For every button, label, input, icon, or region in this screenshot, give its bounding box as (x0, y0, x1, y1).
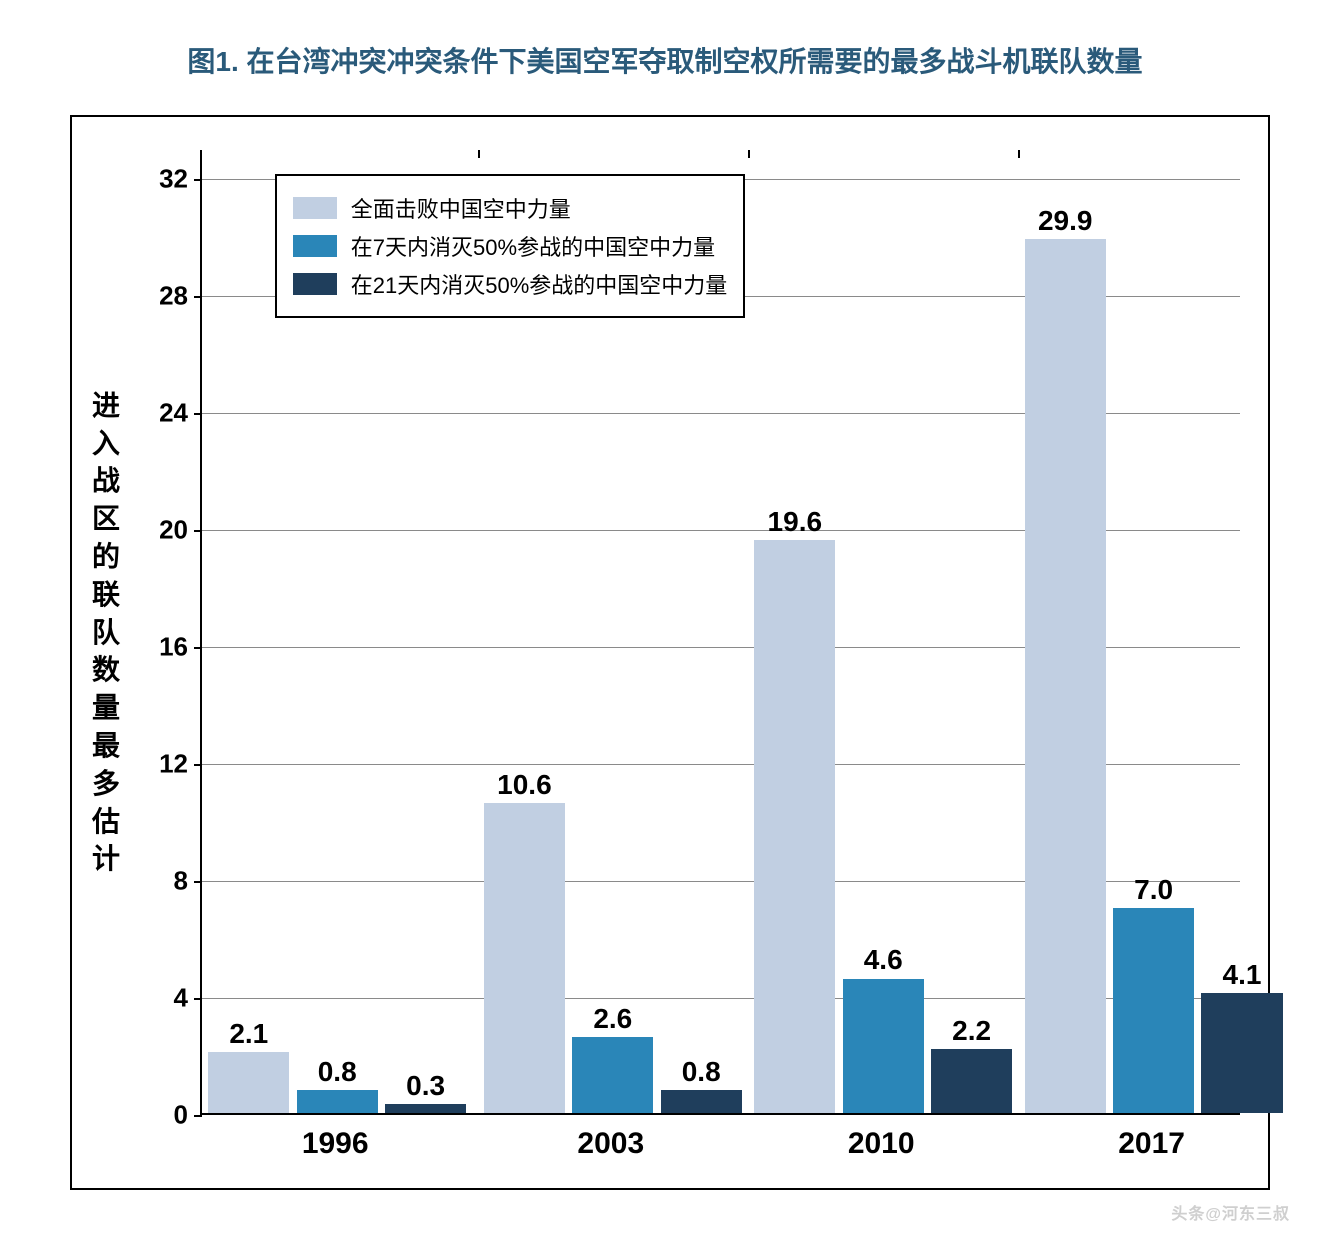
watermark: 头条@河东三叔 (1171, 1200, 1290, 1224)
y-axis-label: 进入战区的联队数量最多估计 (90, 387, 122, 878)
bar-value-label: 19.6 (768, 506, 823, 542)
bar (754, 540, 835, 1113)
ytick-mark (194, 881, 202, 883)
ytick-mark (194, 530, 202, 532)
bar-value-label: 4.1 (1223, 959, 1262, 995)
legend-label: 全面击败中国空中力量 (351, 192, 571, 224)
chart-plot-area: 2.110.619.629.90.82.64.67.00.30.82.24.1全… (200, 150, 1240, 1115)
bar (297, 1090, 378, 1113)
ytick-mark (194, 998, 202, 1000)
ytick-mark (194, 413, 202, 415)
bar-value-label: 7.0 (1134, 874, 1173, 910)
ytick-mark (194, 764, 202, 766)
xtick-mark (748, 150, 750, 158)
bar-value-label: 10.6 (497, 769, 552, 805)
bar-value-label: 2.1 (229, 1018, 268, 1054)
ytick-mark (194, 179, 202, 181)
ytick-label: 8 (144, 866, 188, 897)
bar (484, 803, 565, 1113)
bar (1025, 239, 1106, 1113)
xtick-label: 2017 (1118, 1127, 1185, 1161)
legend-label: 在7天内消灭50%参战的中国空中力量 (351, 230, 715, 262)
legend-swatch (293, 273, 337, 295)
bar-value-label: 2.2 (952, 1015, 991, 1051)
bar-value-label: 2.6 (593, 1003, 632, 1039)
ytick-mark (194, 647, 202, 649)
ytick-label: 4 (144, 983, 188, 1014)
ytick-label: 0 (144, 1100, 188, 1131)
xtick-label: 2003 (577, 1127, 644, 1161)
ytick-mark (194, 296, 202, 298)
bar (1113, 908, 1194, 1113)
bar-value-label: 0.3 (406, 1070, 445, 1106)
legend-item: 在21天内消灭50%参战的中国空中力量 (293, 268, 728, 300)
bar (572, 1037, 653, 1113)
legend-swatch (293, 235, 337, 257)
chart-title: 图1. 在台湾冲突冲突条件下美国空军夺取制空权所需要的最多战斗机联队数量 (0, 0, 1330, 100)
ytick-label: 16 (144, 632, 188, 663)
ytick-label: 12 (144, 749, 188, 780)
bar-value-label: 29.9 (1038, 205, 1093, 241)
bar (843, 979, 924, 1114)
ytick-mark (194, 1115, 202, 1117)
legend-item: 全面击败中国空中力量 (293, 192, 728, 224)
bar-value-label: 0.8 (318, 1056, 357, 1092)
ytick-label: 24 (144, 398, 188, 429)
xtick-label: 2010 (848, 1127, 915, 1161)
legend-swatch (293, 197, 337, 219)
bar-value-label: 4.6 (864, 944, 903, 980)
legend: 全面击败中国空中力量在7天内消灭50%参战的中国空中力量在21天内消灭50%参战… (275, 174, 746, 318)
xtick-label: 1996 (302, 1127, 369, 1161)
bar (931, 1049, 1012, 1113)
legend-label: 在21天内消灭50%参战的中国空中力量 (351, 268, 728, 300)
bar (661, 1090, 742, 1113)
bar (1201, 993, 1282, 1113)
bar (208, 1052, 289, 1113)
ytick-label: 32 (144, 164, 188, 195)
xtick-mark (1018, 150, 1020, 158)
bar-value-label: 0.8 (682, 1056, 721, 1092)
ytick-label: 20 (144, 515, 188, 546)
legend-item: 在7天内消灭50%参战的中国空中力量 (293, 230, 728, 262)
ytick-label: 28 (144, 281, 188, 312)
xtick-mark (478, 150, 480, 158)
